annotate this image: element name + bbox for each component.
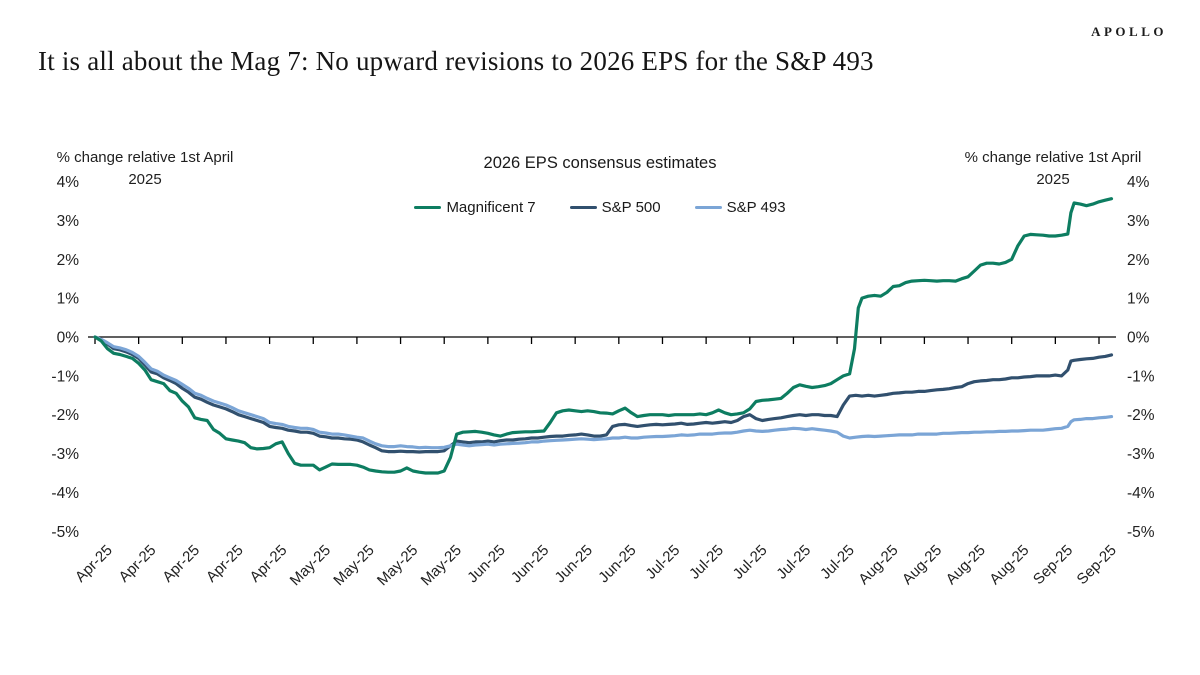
x-tick-label: May-25 [287,542,334,589]
legend-item-magnificent-7: Magnificent 7 [414,199,536,216]
series-line-s-p-500 [93,335,1114,454]
y-tick-label-left: -2% [51,407,79,424]
sp493-line-swatch [694,205,722,210]
y-tick-label-left: 4% [57,174,80,191]
left-axis-header-line2: 2025 [128,171,162,188]
x-tick-label: May-25 [374,542,421,589]
y-tick-label-left: 1% [57,291,80,308]
y-tick-label-left: 2% [57,252,80,269]
y-tick-label-right: 1% [1127,291,1150,308]
series-line-s-p-493 [93,335,1114,450]
page-title: It is all about the Mag 7: No upward rev… [38,46,874,76]
x-tick-label: Jul-25 [642,542,683,583]
x-tick-label: Sep-25 [1030,542,1076,588]
y-tick-label-left: 0% [57,330,80,347]
x-tick-label: Sep-25 [1074,542,1120,588]
legend-item-sp500: S&P 500 [569,199,661,216]
x-tick-label: Apr-25 [247,542,291,586]
y-tick-label-left: -3% [51,446,79,463]
x-tick-label: Jun-25 [464,542,508,586]
x-tick-label: Apr-25 [72,542,116,586]
y-tick-label-right: -2% [1127,407,1155,424]
y-tick-label-right: -4% [1127,485,1155,502]
right-axis-header: % change relative 1st April 2025 [953,147,1153,191]
x-tick-label: May-25 [330,542,377,589]
x-tick-label: Apr-25 [159,542,203,586]
y-tick-label-left: -1% [51,368,79,385]
y-tick-label-right: 3% [1127,213,1150,230]
legend-label-sp493: S&P 493 [726,199,786,216]
right-axis-header-line1: % change relative 1st April [964,149,1142,166]
x-tick-label: Aug-25 [899,542,945,588]
x-tick-label: May-25 [418,542,465,589]
chart-title: 2026 EPS consensus estimates [483,154,717,172]
legend-label-sp500: S&P 500 [601,199,661,216]
y-tick-label-right: -1% [1127,368,1155,385]
y-tick-label-right: 2% [1127,252,1150,269]
right-axis-header-line2: 2025 [1036,171,1070,188]
x-tick-label: Aug-25 [855,542,901,588]
apollo-logo: APOLLO [1091,24,1167,39]
left-axis-header: % change relative 1st April 2025 [45,147,245,191]
y-tick-label-left: -4% [51,485,79,502]
x-tick-label: Apr-25 [203,542,247,586]
chart-legend: Magnificent 7 S&P 500 S&P 493 [0,199,1200,216]
y-tick-label-right: -3% [1127,446,1155,463]
legend-item-sp493: S&P 493 [694,199,786,216]
y-tick-label-left: -5% [51,524,79,541]
x-tick-label: Jul-25 [730,542,771,583]
series-line-magnificent-7 [93,197,1114,475]
y-tick-label-right: -5% [1127,524,1155,541]
x-tick-label: Jun-25 [552,542,596,586]
x-tick-label: Aug-25 [943,542,989,588]
y-tick-label-right: 0% [1127,330,1150,347]
sp500-line-swatch [569,205,597,210]
x-tick-label: Jun-25 [508,542,552,586]
x-tick-label: Jul-25 [686,542,727,583]
x-tick-label: Jun-25 [595,542,639,586]
x-tick-label: Jul-25 [773,542,814,583]
y-tick-label-right: 4% [1127,174,1150,191]
left-axis-header-line1: % change relative 1st April [56,149,234,166]
y-tick-label-left: 3% [57,213,80,230]
legend-label-magnificent-7: Magnificent 7 [446,199,536,216]
x-tick-label: Jul-25 [817,542,858,583]
x-tick-label: Aug-25 [986,542,1032,588]
magnificent-7-line-swatch [414,205,442,210]
x-tick-label: Apr-25 [116,542,160,586]
